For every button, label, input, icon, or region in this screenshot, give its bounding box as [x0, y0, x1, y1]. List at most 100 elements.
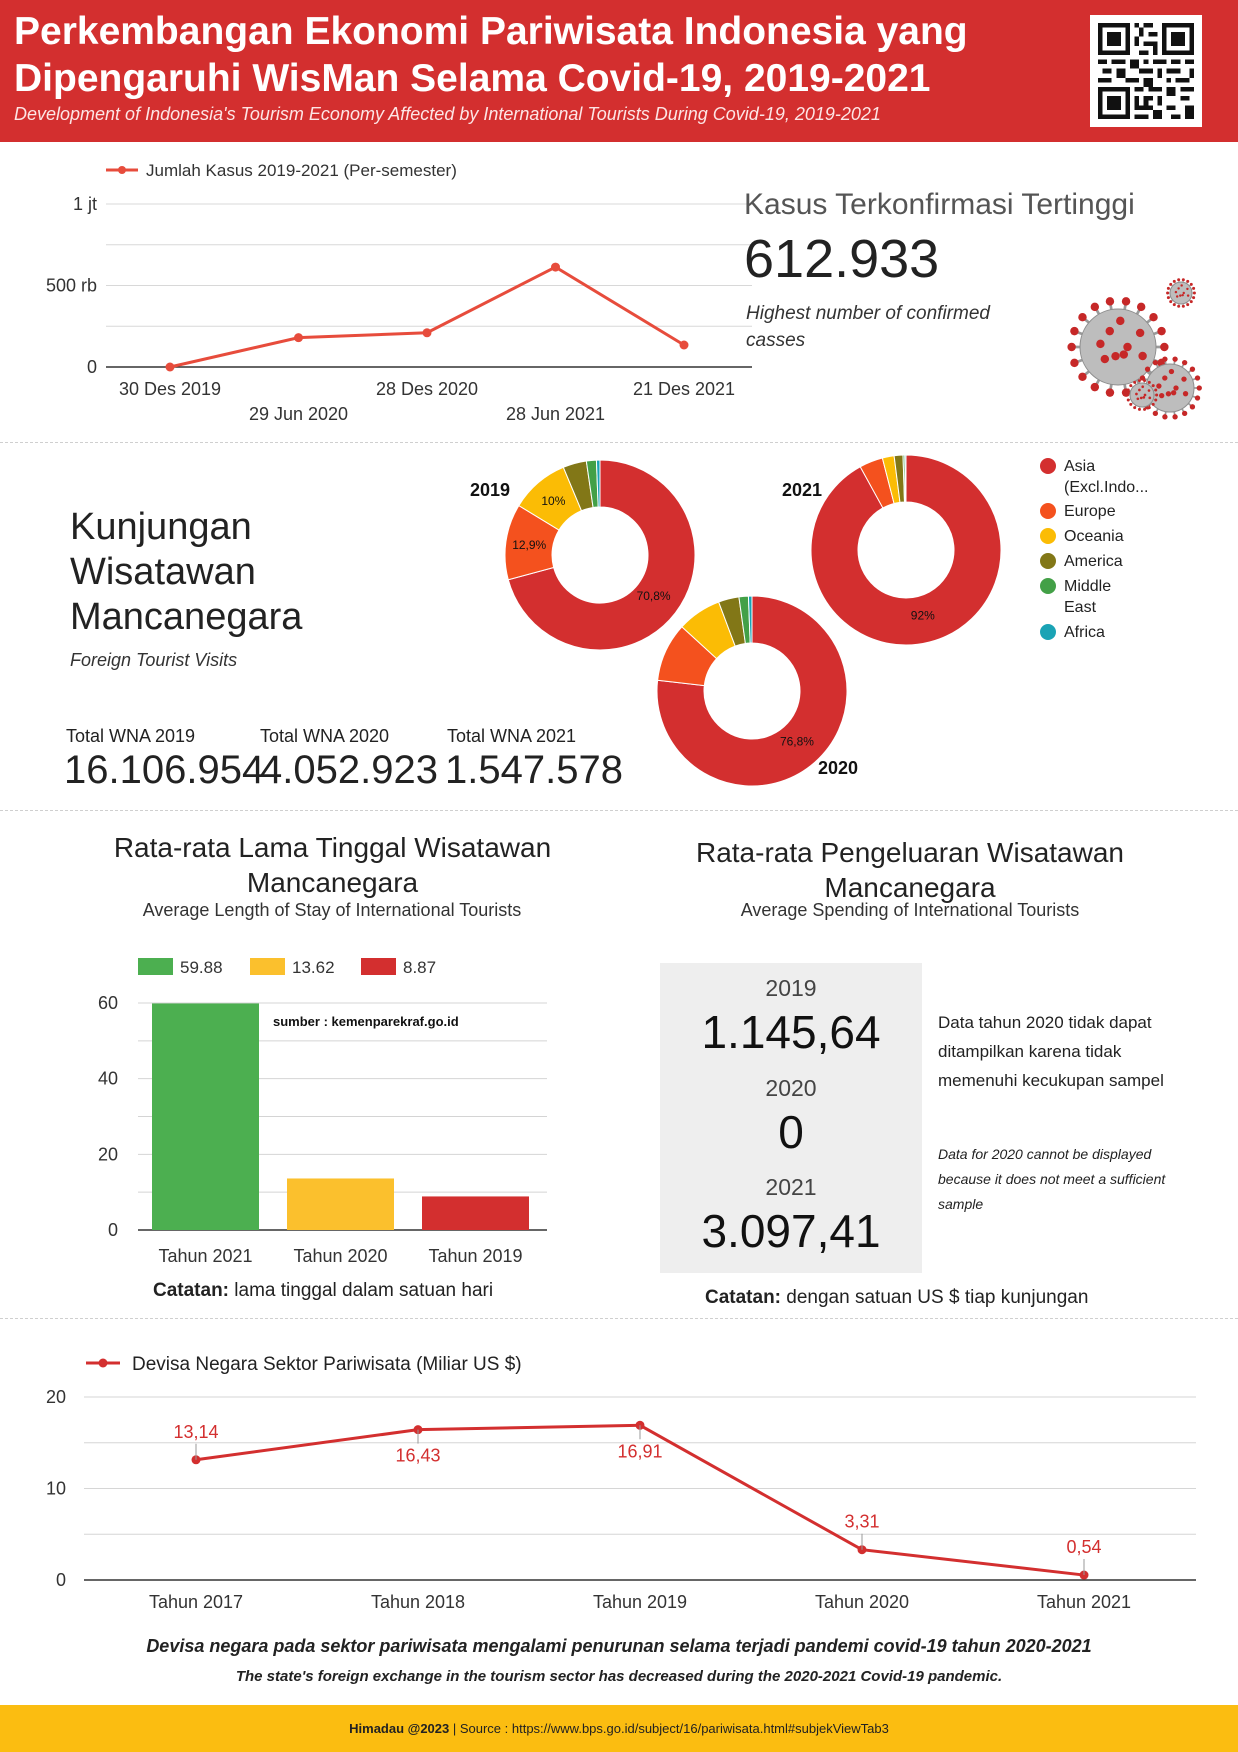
virus-protein [1138, 351, 1147, 361]
cases-legend-label: Jumlah Kasus 2019-2021 (Per-semester) [146, 161, 457, 180]
virus-protein [1119, 350, 1129, 359]
virus-protein [1105, 297, 1115, 306]
stay-xtick-label: Tahun 2020 [293, 1246, 387, 1266]
legend-oceania-label: Oceania [1064, 528, 1124, 545]
devisa-legend-label: Devisa Negara Sektor Pariwisata (Miliar … [132, 1354, 522, 1375]
legend-asia-swatch [1040, 458, 1056, 474]
devisa-data-label: 16,91 [617, 1441, 662, 1461]
cases-xtick-label: 30 Des 2019 [119, 379, 221, 399]
legend-europe: Europe [1040, 501, 1174, 522]
virus-protein [1148, 396, 1152, 400]
virus-protein [1143, 407, 1147, 411]
virus-protein [1174, 290, 1178, 294]
virus-protein [1169, 282, 1173, 286]
virus-protein [1172, 279, 1176, 283]
devisa-caption: Devisa negara pada sektor pariwisata men… [146, 1636, 1092, 1656]
stay-legend-swatch [250, 958, 285, 975]
legend-oceania-swatch [1040, 528, 1056, 544]
devisa-xtick-label: Tahun 2019 [593, 1592, 687, 1612]
devisa-xtick-label: Tahun 2017 [149, 1592, 243, 1612]
virus-protein [1149, 312, 1158, 322]
donut-2019-slice [595, 459, 601, 508]
spending-2020-value: 0 [778, 1106, 804, 1158]
virus-protein [1168, 368, 1175, 375]
spending-note-bold: Catatan: [705, 1287, 782, 1308]
footer-bar [0, 1705, 1238, 1752]
virus-protein [1186, 294, 1190, 297]
legend-europe-label: Europe [1064, 503, 1116, 520]
stay-bar [422, 1196, 529, 1230]
virus-protein [1151, 402, 1155, 406]
virus-protein [1172, 356, 1178, 362]
virus-protein [1142, 396, 1146, 399]
virus-protein [1136, 302, 1146, 312]
donut-2020: 76,8% [656, 595, 848, 787]
virus-protein [1182, 391, 1189, 397]
visits-donut-charts: 70,8% 12,9% 10% 76,8% 92% [504, 454, 1002, 787]
virus-protein [1078, 372, 1087, 382]
virus-protein [1143, 393, 1147, 397]
virus-protein [1121, 297, 1131, 306]
total-wna-2020-value: 4.052.923 [260, 748, 438, 792]
virus-protein [1151, 384, 1155, 388]
spending-title: Rata-rata Pengeluaran Wisatawan Mancaneg… [695, 837, 1124, 903]
virus-protein [1177, 278, 1181, 282]
devisa-xtick-label: Tahun 2018 [371, 1592, 465, 1612]
stay-subtitle-en: Average Length of Stay of International … [142, 900, 522, 920]
donut-2020-slice [656, 595, 848, 787]
visits-subtitle-en: Foreign Tourist Visits [70, 650, 238, 670]
virus-protein [1182, 291, 1185, 295]
virus-protein [1138, 388, 1141, 392]
legend-middle-east: Middle East [1040, 576, 1134, 618]
devisa-ytick-label: 0 [56, 1570, 66, 1590]
stay-xtick-label: Tahun 2019 [428, 1246, 522, 1266]
virus-protein [1156, 383, 1162, 389]
visits-title: Kunjungan Wisatawan Mancanegara [70, 506, 303, 638]
stay-title: Rata-rata Lama Tinggal Wisatawan Mancane… [113, 832, 552, 898]
virus-protein [1181, 376, 1187, 382]
stay-legend-label: 8.87 [403, 958, 436, 977]
virus-protein [1123, 342, 1132, 352]
donut-2019-data-label: 70,8% [637, 589, 671, 603]
donut-2019-data-label: 10% [541, 494, 565, 508]
cases-data-point [422, 328, 432, 338]
virus-protein [1181, 410, 1188, 417]
virus-protein [1181, 304, 1185, 308]
virus-protein [1090, 382, 1100, 392]
stay-source: sumber : kemenparekraf.go.id [273, 1014, 459, 1029]
donut-2021-year: 2021 [782, 480, 823, 500]
stay-bar [152, 1003, 259, 1230]
virus-protein [1116, 316, 1125, 326]
virus-protein [1155, 393, 1159, 397]
cases-data-point [551, 262, 560, 272]
virus-protein [1135, 328, 1145, 338]
legend-america: America [1040, 551, 1174, 572]
virus-protein [1175, 295, 1179, 298]
virus-protein [1105, 326, 1114, 336]
covid-cases-line-chart: Jumlah Kasus 2019-2021 (Per-semester) 0 5… [46, 161, 752, 424]
page-title-line2: Dipengaruhi WisMan Selama Covid-19, 2019… [14, 57, 931, 100]
highest-cases-value: 612.933 [744, 229, 940, 289]
donut-2019-year: 2019 [470, 480, 511, 500]
virus-protein [1152, 359, 1159, 366]
virus-protein [1100, 354, 1110, 364]
virus-protein [1154, 398, 1158, 402]
virus-protein [1136, 397, 1140, 401]
section-divider [0, 442, 1238, 443]
virus-protein [1147, 406, 1151, 410]
virus-protein [1129, 402, 1133, 406]
cases-ytick-label: 500 rb [46, 276, 97, 296]
donut-2020-slice [747, 595, 753, 644]
virus-protein [1189, 404, 1196, 410]
stay-note-text: lama tinggal dalam satuan hari [229, 1280, 494, 1301]
cases-data-point [165, 362, 175, 372]
stay-ytick-label: 20 [98, 1144, 118, 1164]
devisa-caption-en: The state's foreign exchange in the tour… [235, 1668, 1003, 1685]
highest-cases-label-en: Highest number of confirmed casses [746, 303, 990, 351]
legend-africa: Africa [1040, 622, 1174, 643]
cases-ytick-label: 0 [87, 357, 97, 377]
highest-cases-label: Kasus Terkonfirmasi Tertinggi [744, 188, 1135, 221]
total-wna-2019-label: Total WNA 2019 [66, 726, 196, 746]
spending-card [660, 963, 922, 1273]
devisa-xtick-label: Tahun 2020 [815, 1592, 909, 1612]
